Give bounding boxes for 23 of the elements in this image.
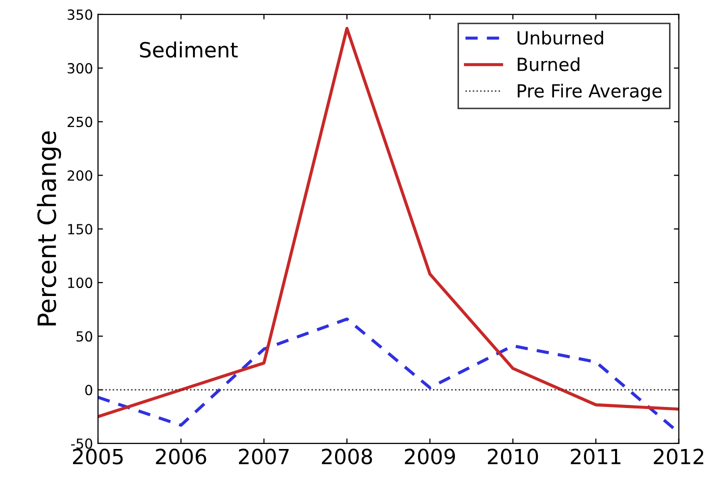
legend-label: Unburned — [518, 30, 604, 45]
x-tick-label: 2005 — [73, 448, 123, 464]
y-tick-label: 50 — [76, 331, 92, 342]
y-tick-label: 100 — [68, 278, 92, 288]
y-tick-label: -50 — [71, 438, 92, 449]
y-tick-label: 0 — [85, 384, 92, 396]
x-tick-label: 2011 — [570, 448, 620, 464]
x-tick-label: 2006 — [156, 448, 206, 464]
x-tick-label: 2009 — [404, 448, 455, 464]
legend-label: Pre Fire Average — [518, 84, 662, 102]
x-tick-label: 2007 — [238, 448, 289, 464]
y-tick-label: 150 — [68, 224, 92, 234]
x-tick-label: 2012 — [654, 448, 704, 464]
y-tick-label: 350 — [68, 9, 92, 20]
x-tick-label: 2008 — [322, 448, 372, 464]
y-axis-title: Percent Change — [36, 131, 62, 326]
x-tick-label: 2010 — [488, 448, 538, 464]
y-tick-label: 200 — [68, 170, 92, 181]
annotation: Sediment — [140, 42, 238, 58]
y-tick-label: 250 — [68, 116, 92, 128]
line-series — [98, 26, 679, 418]
y-tick-label: 300 — [68, 63, 92, 74]
legend-label: Burned — [518, 57, 580, 72]
